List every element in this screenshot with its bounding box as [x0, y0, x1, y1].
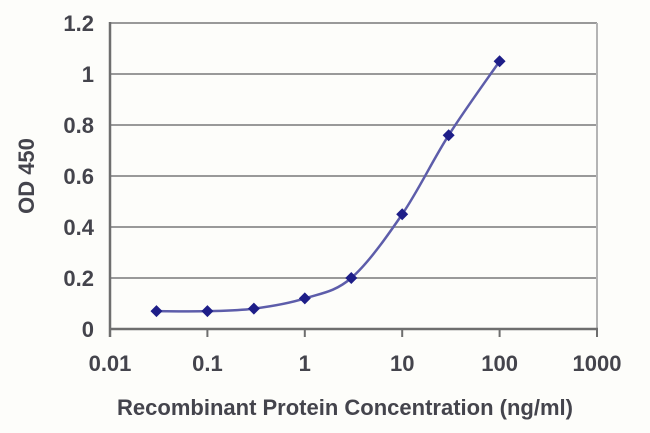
x-axis-title: Recombinant Protein Concentration (ng/ml… — [117, 395, 573, 420]
series-line — [156, 60, 501, 313]
y-tick-label: 0.4 — [63, 215, 94, 240]
y-tick-label: 1 — [82, 62, 94, 87]
y-tick-label: 1.2 — [63, 11, 94, 36]
data-point-marker — [345, 272, 358, 284]
y-tick-label: 0.2 — [63, 266, 94, 291]
y-axis-title: OD 450 — [14, 138, 39, 214]
data-point-marker — [201, 305, 214, 318]
y-tick-label: 0.6 — [63, 164, 94, 189]
data-point-marker — [442, 129, 455, 142]
x-tick-label: 1000 — [573, 351, 622, 376]
data-point-marker — [150, 305, 163, 318]
data-point-marker — [298, 292, 311, 305]
x-tick-label: 100 — [481, 351, 518, 376]
y-tick-label: 0 — [82, 317, 94, 342]
x-tick-label: 0.01 — [89, 351, 132, 376]
y-tick-label: 0.8 — [63, 113, 94, 138]
x-tick-label: 0.1 — [192, 351, 223, 376]
x-tick-label: 1 — [299, 351, 311, 376]
data-point-marker — [247, 302, 260, 315]
data-point-marker — [493, 55, 506, 68]
data-point-marker — [396, 208, 409, 221]
x-tick-label: 10 — [390, 351, 414, 376]
